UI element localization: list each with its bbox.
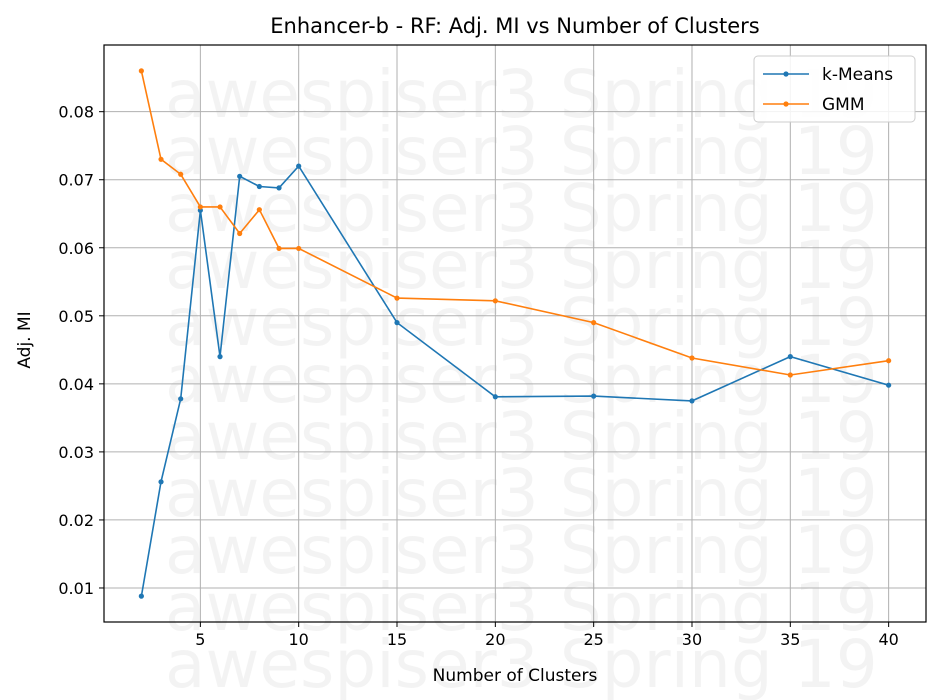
data-point-gmm bbox=[138, 68, 144, 74]
x-tick-label: 35 bbox=[780, 630, 800, 649]
data-point-k-means bbox=[178, 396, 184, 402]
y-axis: 0.01 0.02 0.03 0.04 0.05 0.06 0.07 0.08 bbox=[58, 103, 104, 598]
data-point-k-means bbox=[787, 354, 793, 360]
series-k-means bbox=[138, 163, 892, 599]
watermark-text: awespiser3 Spring 19 bbox=[165, 398, 878, 475]
watermark: awespiser3 Spring 19awespiser3 Spring 19… bbox=[165, 56, 878, 700]
watermark-text: awespiser3 Spring 19 bbox=[165, 512, 878, 589]
data-point-k-means bbox=[217, 354, 223, 360]
watermark-text: awespiser3 Spring 19 bbox=[165, 455, 878, 532]
x-axis-label: Number of Clusters bbox=[433, 666, 598, 686]
y-tick-label: 0.06 bbox=[58, 239, 94, 258]
legend: k-Means GMM bbox=[753, 55, 916, 123]
data-point-k-means bbox=[256, 183, 262, 190]
y-tick-label: 0.07 bbox=[58, 171, 94, 190]
legend-marker bbox=[783, 101, 789, 107]
legend-label: GMM bbox=[822, 95, 865, 115]
x-tick-label: 25 bbox=[583, 630, 603, 649]
data-point-k-means bbox=[158, 479, 164, 485]
data-point-k-means bbox=[138, 593, 144, 599]
data-point-k-means bbox=[689, 398, 695, 404]
data-point-k-means bbox=[886, 382, 892, 388]
data-point-k-means bbox=[276, 185, 282, 191]
data-point-k-means bbox=[394, 320, 400, 326]
series-layer bbox=[138, 68, 892, 599]
legend-marker bbox=[783, 71, 789, 77]
watermark-text: awespiser3 Spring 19 bbox=[165, 341, 878, 418]
data-point-gmm bbox=[256, 207, 262, 213]
legend-box bbox=[753, 55, 916, 123]
y-tick-label: 0.03 bbox=[58, 443, 94, 462]
data-point-gmm bbox=[394, 295, 400, 301]
watermark-text: awespiser3 Spring 19 bbox=[165, 569, 878, 646]
data-point-gmm bbox=[237, 230, 243, 237]
data-point-gmm bbox=[886, 358, 892, 364]
watermark-text: awespiser3 Spring 19 bbox=[165, 284, 878, 361]
y-tick-label: 0.05 bbox=[58, 307, 94, 326]
y-tick-label: 0.08 bbox=[58, 103, 94, 122]
data-point-gmm bbox=[296, 245, 302, 252]
data-point-gmm bbox=[276, 245, 282, 252]
y-axis-label: Adj. MI bbox=[15, 311, 35, 368]
data-point-gmm bbox=[158, 156, 164, 162]
x-tick-label: 20 bbox=[485, 630, 505, 649]
chart-title: Enhancer-b - RF: Adj. MI vs Number of Cl… bbox=[270, 14, 759, 38]
x-axis: 5 10 15 20 25 30 35 40 bbox=[195, 622, 899, 649]
data-point-gmm bbox=[591, 320, 597, 326]
plot-area bbox=[103, 44, 927, 623]
data-point-gmm bbox=[689, 355, 695, 361]
series-gmm bbox=[138, 68, 892, 378]
data-point-gmm bbox=[787, 372, 793, 378]
y-tick-label: 0.04 bbox=[58, 375, 94, 394]
watermark-text: awespiser3 Spring 19 bbox=[165, 626, 878, 700]
y-tick-label: 0.01 bbox=[58, 579, 94, 598]
x-tick-label: 10 bbox=[289, 630, 309, 649]
data-point-k-means bbox=[296, 163, 302, 169]
data-point-k-means bbox=[237, 173, 243, 179]
y-tick-label: 0.02 bbox=[58, 511, 94, 530]
x-tick-label: 40 bbox=[878, 630, 898, 649]
data-point-k-means bbox=[492, 394, 498, 400]
data-point-gmm bbox=[197, 204, 203, 210]
x-tick-label: 5 bbox=[195, 630, 205, 649]
x-tick-label: 30 bbox=[682, 630, 702, 649]
data-point-gmm bbox=[178, 171, 184, 177]
x-tick-label: 15 bbox=[387, 630, 407, 649]
legend-label: k-Means bbox=[822, 65, 893, 85]
data-point-k-means bbox=[591, 393, 597, 399]
watermark-text: awespiser3 Spring 19 bbox=[165, 113, 878, 190]
data-point-gmm bbox=[492, 298, 498, 304]
watermark-text: awespiser3 Spring 19 bbox=[165, 227, 878, 304]
data-point-gmm bbox=[217, 204, 223, 210]
